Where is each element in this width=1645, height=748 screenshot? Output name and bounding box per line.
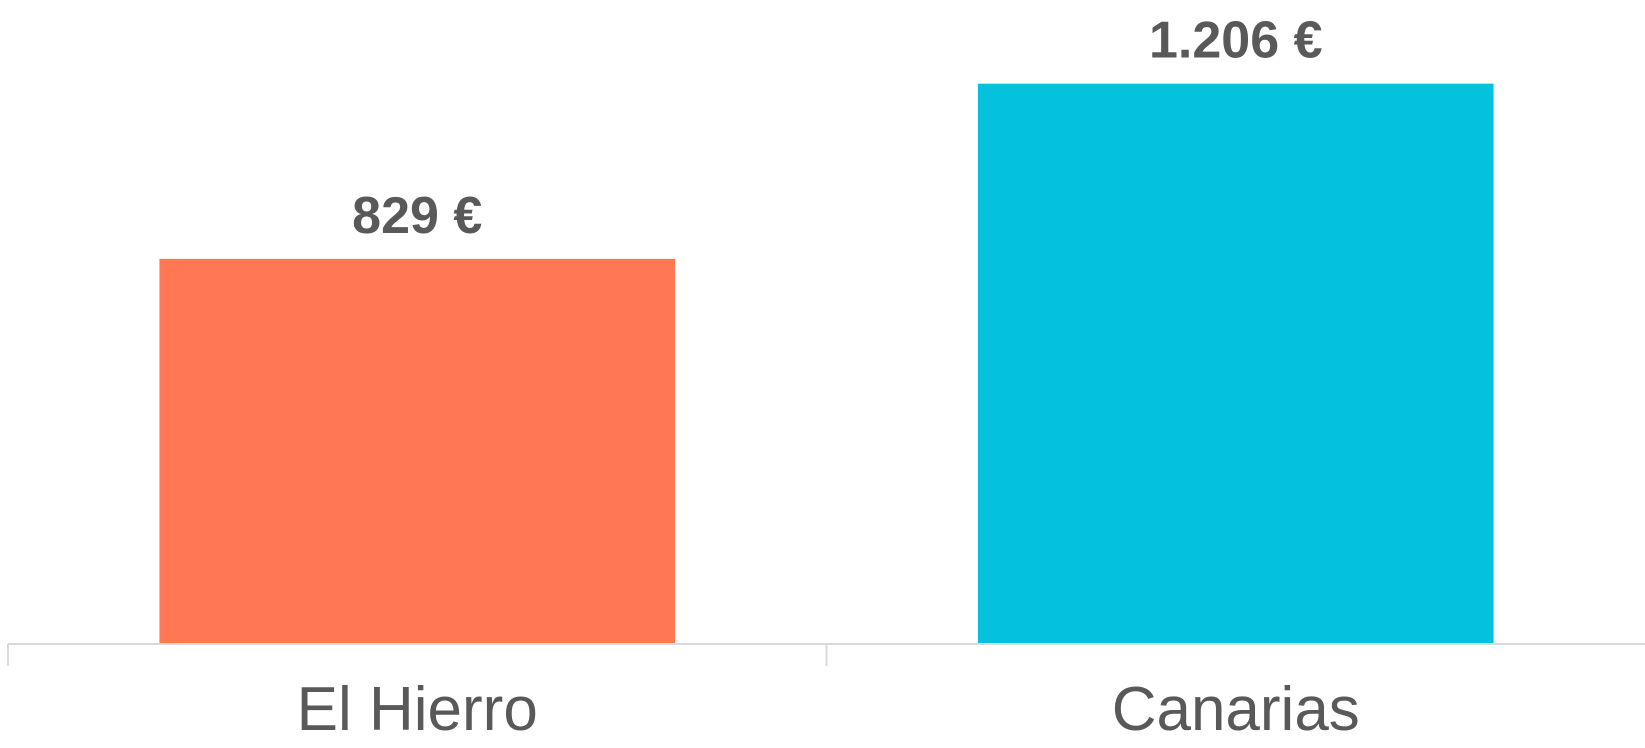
bars-layer bbox=[159, 83, 1494, 645]
data-label-el-hierro: 829 € bbox=[352, 187, 482, 245]
category-labels-layer: El Hierro Canarias bbox=[297, 675, 1360, 744]
bar-el-hierro bbox=[159, 258, 676, 644]
tick-label-el-hierro: El Hierro bbox=[297, 675, 538, 744]
bar-canarias bbox=[977, 83, 1494, 645]
x-axis bbox=[7, 643, 1645, 666]
tick-label-canarias: Canarias bbox=[1112, 675, 1360, 744]
value-labels-layer: 829 € 1.206 € bbox=[352, 12, 1322, 245]
data-label-canarias: 1.206 € bbox=[1149, 12, 1323, 70]
